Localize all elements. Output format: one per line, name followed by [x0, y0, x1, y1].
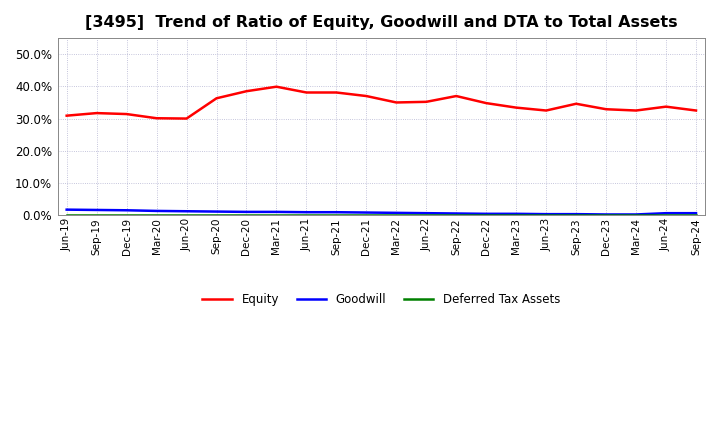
Goodwill	[602, 212, 611, 217]
Deferred Tax Assets	[272, 212, 281, 217]
Equity	[631, 108, 640, 113]
Goodwill	[122, 208, 131, 213]
Goodwill	[512, 211, 521, 216]
Equity	[452, 93, 461, 99]
Deferred Tax Assets	[422, 212, 431, 217]
Legend: Equity, Goodwill, Deferred Tax Assets: Equity, Goodwill, Deferred Tax Assets	[198, 288, 565, 311]
Goodwill	[332, 209, 341, 215]
Equity	[602, 106, 611, 112]
Goodwill	[572, 212, 580, 217]
Deferred Tax Assets	[212, 212, 221, 217]
Goodwill	[662, 210, 670, 216]
Goodwill	[272, 209, 281, 215]
Deferred Tax Assets	[362, 212, 371, 217]
Equity	[692, 108, 701, 113]
Deferred Tax Assets	[692, 212, 701, 217]
Goodwill	[212, 209, 221, 214]
Goodwill	[152, 208, 161, 213]
Deferred Tax Assets	[182, 212, 191, 217]
Deferred Tax Assets	[242, 212, 251, 217]
Deferred Tax Assets	[572, 212, 580, 217]
Title: [3495]  Trend of Ratio of Equity, Goodwill and DTA to Total Assets: [3495] Trend of Ratio of Equity, Goodwil…	[85, 15, 678, 30]
Deferred Tax Assets	[542, 212, 551, 217]
Goodwill	[362, 210, 371, 215]
Equity	[63, 113, 71, 118]
Equity	[332, 90, 341, 95]
Goodwill	[63, 207, 71, 212]
Goodwill	[452, 211, 461, 216]
Deferred Tax Assets	[662, 212, 670, 217]
Goodwill	[482, 211, 490, 216]
Goodwill	[631, 212, 640, 217]
Goodwill	[182, 209, 191, 214]
Equity	[242, 88, 251, 94]
Equity	[662, 104, 670, 109]
Deferred Tax Assets	[63, 212, 71, 217]
Goodwill	[422, 210, 431, 216]
Deferred Tax Assets	[92, 212, 101, 217]
Deferred Tax Assets	[602, 212, 611, 217]
Deferred Tax Assets	[631, 212, 640, 217]
Deferred Tax Assets	[452, 212, 461, 217]
Equity	[512, 105, 521, 110]
Deferred Tax Assets	[392, 212, 400, 217]
Equity	[182, 116, 191, 121]
Deferred Tax Assets	[332, 212, 341, 217]
Equity	[122, 111, 131, 117]
Equity	[302, 90, 311, 95]
Equity	[212, 95, 221, 101]
Goodwill	[392, 210, 400, 216]
Deferred Tax Assets	[122, 212, 131, 217]
Equity	[482, 100, 490, 106]
Line: Goodwill: Goodwill	[67, 209, 696, 214]
Deferred Tax Assets	[512, 212, 521, 217]
Goodwill	[542, 212, 551, 217]
Goodwill	[692, 210, 701, 216]
Goodwill	[242, 209, 251, 215]
Equity	[152, 116, 161, 121]
Deferred Tax Assets	[302, 212, 311, 217]
Equity	[272, 84, 281, 89]
Deferred Tax Assets	[152, 212, 161, 217]
Line: Equity: Equity	[67, 87, 696, 118]
Equity	[542, 108, 551, 113]
Equity	[92, 110, 101, 116]
Equity	[422, 99, 431, 104]
Deferred Tax Assets	[482, 212, 490, 217]
Equity	[572, 101, 580, 106]
Equity	[392, 100, 400, 105]
Equity	[362, 93, 371, 99]
Goodwill	[92, 207, 101, 213]
Goodwill	[302, 209, 311, 215]
